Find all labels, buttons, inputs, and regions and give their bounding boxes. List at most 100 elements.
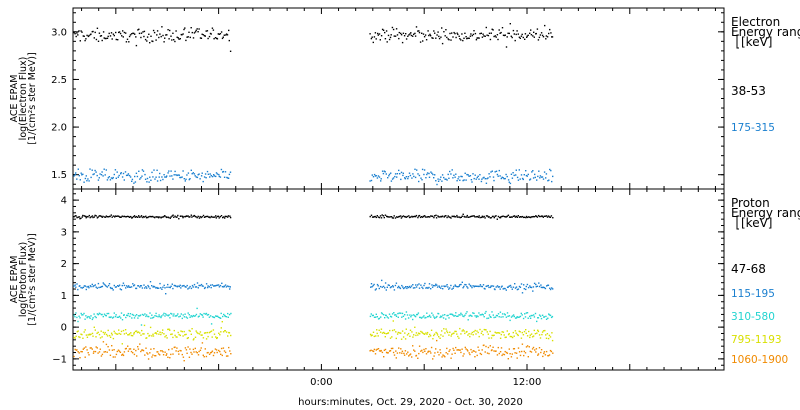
data-point (185, 349, 188, 351)
data-point (162, 34, 164, 37)
data-point (174, 170, 176, 173)
data-point (161, 332, 163, 334)
data-point (429, 335, 432, 337)
data-point (516, 357, 518, 359)
data-point (114, 216, 116, 218)
data-point (79, 317, 81, 319)
data-point (373, 316, 376, 318)
data-point (417, 215, 420, 217)
data-point (186, 174, 188, 176)
data-point (430, 171, 432, 173)
data-point (385, 333, 387, 335)
data-point (544, 354, 547, 356)
data-point (380, 217, 383, 219)
data-point (445, 215, 447, 217)
data-point (408, 355, 410, 357)
data-point (449, 170, 451, 173)
data-point (140, 216, 142, 218)
data-point (178, 316, 180, 318)
data-point (439, 178, 441, 181)
data-point (475, 351, 477, 353)
data-point (112, 215, 115, 217)
data-point (427, 287, 429, 289)
data-point (143, 324, 146, 327)
data-point (385, 30, 388, 32)
data-point (407, 35, 409, 37)
data-point (372, 331, 375, 333)
data-point (79, 285, 81, 287)
data-point (469, 35, 472, 37)
data-point (221, 321, 223, 323)
data-point (499, 32, 501, 34)
data-point (107, 312, 110, 315)
data-point (405, 216, 408, 218)
data-point (209, 352, 212, 354)
data-point (398, 216, 400, 218)
data-point (136, 175, 139, 178)
data-point (375, 216, 377, 219)
data-point (95, 171, 97, 173)
data-point (117, 39, 119, 41)
data-point (509, 319, 511, 322)
data-point (221, 37, 224, 40)
data-point (110, 332, 113, 334)
data-point (152, 335, 155, 337)
data-point (172, 315, 174, 317)
data-point (106, 286, 108, 288)
data-point (531, 314, 533, 317)
data-point (494, 35, 496, 37)
data-point (480, 216, 483, 219)
data-point (432, 338, 434, 340)
data-point (452, 347, 454, 350)
data-point (380, 316, 382, 318)
data-point (541, 333, 543, 336)
data-point (220, 312, 222, 315)
data-point (547, 180, 549, 182)
data-point (548, 314, 551, 316)
data-point (196, 216, 198, 219)
data-point (227, 177, 229, 179)
data-point (376, 283, 379, 286)
data-point (122, 30, 124, 32)
data-point (195, 216, 197, 218)
data-point (508, 285, 510, 287)
data-point (222, 347, 225, 349)
data-point (454, 32, 456, 35)
data-point (424, 34, 427, 36)
data-point (461, 313, 463, 316)
data-point (431, 284, 433, 286)
data-point (369, 215, 371, 218)
data-point (181, 215, 184, 217)
data-point (74, 284, 76, 286)
data-point (449, 331, 451, 333)
data-point (216, 351, 218, 354)
data-point (442, 314, 444, 316)
data-point (110, 287, 112, 290)
data-point (73, 31, 75, 34)
data-point (208, 286, 210, 288)
data-point (92, 335, 94, 337)
data-point (211, 316, 214, 318)
data-point (508, 315, 511, 317)
data-point (463, 353, 465, 355)
data-point (535, 348, 538, 350)
data-point (119, 351, 122, 353)
data-point (483, 344, 485, 346)
data-point (505, 351, 508, 354)
data-point (414, 315, 417, 318)
data-point (115, 286, 117, 288)
data-point (218, 33, 220, 35)
data-point (210, 323, 213, 325)
data-point (435, 37, 437, 39)
data-point (441, 356, 443, 358)
data-point (97, 216, 99, 218)
data-point (94, 284, 96, 286)
data-point (539, 315, 542, 317)
data-point (495, 314, 498, 317)
electron-y-axis-label: ACE EPAMlog(Electron Flux)[1/(cm²s ster … (9, 52, 38, 144)
data-point (108, 349, 111, 351)
data-point (185, 178, 187, 180)
data-point (505, 336, 507, 338)
data-point (162, 216, 164, 218)
data-point (539, 337, 542, 339)
